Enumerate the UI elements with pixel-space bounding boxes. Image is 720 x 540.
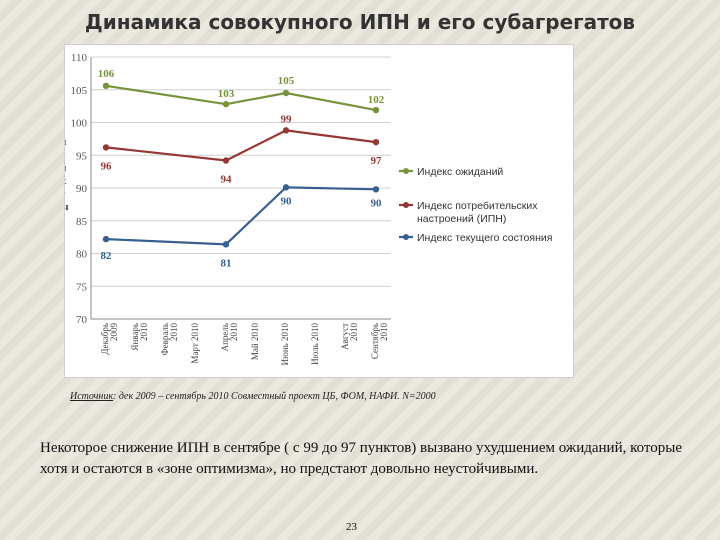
legend-entry-line: Индекс ожиданий: [417, 166, 503, 178]
data-point: [282, 184, 290, 191]
x-tick-label-line: 2010: [379, 323, 389, 342]
x-tick-label-line: Апрель: [220, 323, 230, 351]
data-label: 102: [368, 94, 385, 106]
page-number: 23: [346, 521, 357, 533]
legend-entry-line: настроений (ИПН): [417, 213, 506, 225]
line-chart: 70 75 80 85 90 95 100 105 110 пункты Декабрь2009 Ян…: [65, 52, 552, 366]
legend-entry: Индекс текущего состояния: [417, 232, 552, 244]
legend-entry-line: Индекс потребительских: [417, 200, 538, 212]
data-point: [372, 138, 380, 146]
data-point: [372, 186, 380, 193]
y-tick-label: 100: [71, 118, 88, 130]
data-label: 90: [371, 197, 383, 209]
series-line: [105, 129, 377, 162]
y-tick-label: 70: [76, 314, 88, 326]
source-text: : дек 2009 – сентябрь 2010 Совместный пр…: [113, 391, 436, 402]
x-tick-label: Август2010: [340, 323, 359, 350]
data-label: 97: [371, 155, 383, 167]
data-label: 90: [281, 195, 293, 207]
x-tick-label: Январь2010: [130, 323, 149, 351]
y-axis-label-letter: т: [65, 188, 66, 200]
data-label: 99: [281, 113, 293, 125]
x-tick-label-line: Июнь 2010: [280, 323, 290, 366]
y-axis-label-letter: у: [65, 149, 66, 161]
x-tick-label: Июль 2010: [310, 323, 320, 365]
y-tick-label: 110: [71, 52, 88, 64]
x-tick-label-line: Декабрь: [100, 323, 110, 355]
data-point: [222, 157, 230, 164]
y-axis-label-letter: ы: [65, 201, 69, 213]
x-tick-label-line: Январь: [130, 323, 140, 351]
y-axis-label-letter: п: [65, 136, 67, 148]
x-tick-label-line: 2010: [349, 323, 359, 342]
data-label: 103: [218, 88, 235, 100]
legend-entry: Индекс ожиданий: [417, 166, 503, 178]
x-tick-label: Март 2010: [190, 323, 200, 364]
body-text: Некоторое снижение ИПН в сентябре ( с 99…: [40, 440, 683, 477]
y-tick-label: 90: [76, 183, 88, 195]
x-tick-label: Апрель2010: [220, 323, 239, 352]
x-tick-label-line: 2010: [139, 323, 149, 342]
y-tick-label: 105: [71, 85, 88, 97]
x-tick-label-line: Август: [340, 323, 350, 350]
data-point: [282, 127, 290, 134]
data-label: 96: [101, 160, 113, 172]
x-tick-label: Февраль2010: [160, 323, 179, 356]
data-label: 105: [278, 75, 295, 87]
legend-swatch-marker: [403, 234, 409, 240]
data-label: 82: [101, 250, 113, 262]
y-tick-label: 80: [76, 249, 88, 261]
x-tick-label-line: 2010: [169, 323, 179, 342]
y-axis-label-letter: н: [65, 162, 67, 174]
data-point: [222, 100, 230, 108]
data-label: 81: [221, 257, 232, 269]
x-tick-label-line: 2009: [109, 323, 119, 342]
x-tick-label: Июнь 2010: [280, 323, 290, 366]
data-point: [282, 89, 290, 97]
y-tick-label: 75: [76, 281, 88, 293]
x-tick-label-line: Март 2010: [190, 323, 200, 364]
x-tick-label-line: Июль 2010: [310, 323, 320, 365]
data-point: [102, 144, 110, 151]
legend-entry: Индекс потребительских настроений (ИПН): [417, 200, 538, 225]
y-axis-label-letter: к: [65, 175, 67, 187]
chart-panel: 70 75 80 85 90 95 100 105 110 пункты Декабрь2009 Ян…: [64, 44, 574, 378]
x-tick-label: Декабрь2009: [100, 323, 119, 355]
y-tick-label: 95: [76, 150, 88, 162]
data-label: 106: [98, 68, 115, 80]
series-line: [105, 84, 377, 112]
x-tick-label: Сентябрь2010: [370, 323, 389, 360]
x-tick-label-line: Май 2010: [250, 323, 260, 361]
slide-title: Динамика совокупного ИПН и его субагрега…: [84, 10, 636, 34]
legend-entry-line: Индекс текущего состояния: [417, 232, 552, 244]
source-note: Источник: дек 2009 – сентябрь 2010 Совме…: [70, 391, 670, 402]
legend-swatch-marker: [403, 202, 409, 208]
y-tick-label: 85: [76, 216, 88, 228]
data-point: [102, 82, 110, 90]
legend-swatch-marker: [403, 168, 409, 174]
data-point: [102, 235, 110, 243]
x-tick-label-line: Февраль: [160, 323, 170, 356]
x-tick-label-line: 2010: [229, 323, 239, 342]
source-label: Источник: [70, 391, 114, 402]
data-label: 94: [221, 173, 233, 185]
data-point: [222, 241, 230, 248]
series-line: [105, 186, 377, 246]
data-point: [372, 106, 380, 114]
x-tick-label-line: Сентябрь: [370, 323, 380, 359]
x-tick-label: Май 2010: [250, 323, 260, 361]
